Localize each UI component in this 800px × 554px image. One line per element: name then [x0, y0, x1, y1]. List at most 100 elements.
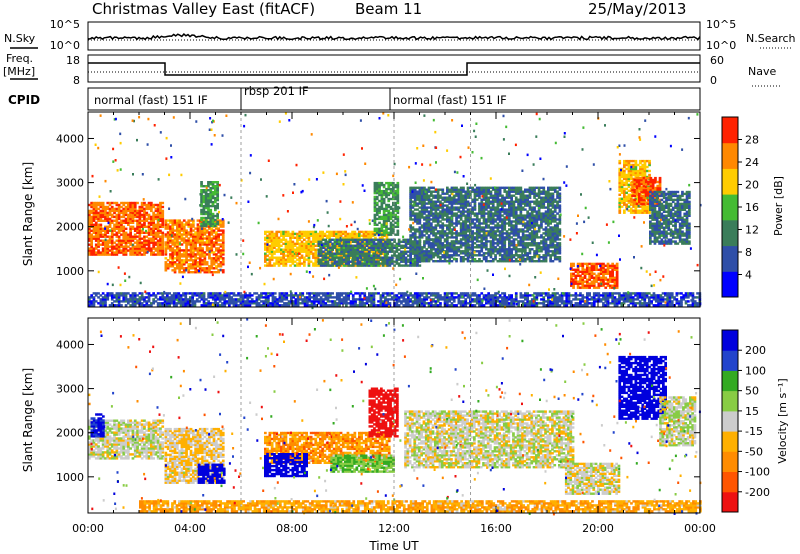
power-echo-cell	[201, 267, 204, 269]
power-echo-cell	[132, 202, 135, 204]
power-echo-cell	[208, 265, 211, 267]
power-echo-cell	[320, 259, 323, 261]
power-echo-cell	[419, 210, 422, 212]
power-echo-cell	[402, 245, 405, 247]
power-echo-cell	[538, 236, 541, 238]
power-echo-cell	[139, 206, 142, 208]
power-echo-cell	[432, 187, 435, 189]
power-echo-cell	[150, 202, 153, 204]
power-echo-cell	[217, 243, 220, 245]
power-echo-cell	[385, 204, 388, 206]
power-echo-cell	[439, 256, 442, 258]
power-echo-cell	[437, 212, 440, 214]
power-echo-cell	[280, 249, 283, 251]
power-echo-cell	[487, 210, 490, 212]
power-echo-cell	[273, 251, 276, 253]
power-echo-cell	[444, 208, 447, 210]
power-echo-cell	[136, 240, 139, 242]
power-echo-cell	[552, 187, 555, 189]
power-echo-cell	[125, 206, 128, 208]
power-echo-cell	[474, 232, 477, 234]
power-echo-cell	[373, 239, 376, 241]
power-echo-cell	[547, 228, 550, 230]
power-echo-cell	[310, 261, 313, 263]
power-echo-cell	[467, 187, 470, 189]
power-echo-cell	[513, 224, 516, 226]
power-echo-cell	[289, 233, 292, 235]
power-echo-cell	[577, 281, 580, 283]
power-echo-cell	[480, 234, 483, 236]
power-echo-cell	[542, 212, 545, 214]
power-echo-cell	[409, 234, 412, 236]
power-echo-cell	[294, 261, 297, 263]
power-echo-cell	[423, 250, 426, 252]
power-echo-cell	[517, 248, 520, 250]
power-echo-cell	[350, 264, 353, 266]
power-echo-cell	[554, 224, 557, 226]
power-echo-cell	[407, 264, 410, 266]
power-echo-cell	[183, 223, 186, 225]
power-echo-cell	[526, 195, 529, 197]
power-echo-cell	[471, 218, 474, 220]
power-echo-cell	[209, 209, 212, 211]
power-echo-cell	[542, 232, 545, 234]
power-echo-cell	[134, 202, 137, 204]
power-echo-cell	[490, 187, 493, 189]
power-echo-cell	[335, 231, 338, 233]
power-echo-cell	[336, 239, 339, 241]
power-echo-cell	[513, 187, 516, 189]
power-echo-cell	[542, 197, 545, 199]
power-echo-cell	[515, 206, 518, 208]
power-echo-cell	[102, 240, 105, 242]
power-echo-cell	[275, 231, 278, 233]
power-echo-cell	[510, 224, 513, 226]
power-echo-cell	[412, 226, 415, 228]
power-echo-cell	[380, 239, 383, 241]
power-echo-cell	[579, 275, 582, 277]
power-echo-cell	[327, 241, 330, 243]
power-echo-cell	[102, 247, 105, 249]
power-echo-cell	[204, 227, 207, 229]
power-echo-cell	[167, 223, 170, 225]
power-echo-cell	[540, 187, 543, 189]
power-echo-cell	[206, 261, 209, 263]
power-echo-cell	[203, 195, 206, 197]
power-echo-cell	[381, 182, 384, 184]
power-echo-cell	[366, 253, 369, 255]
power-echo-cell	[203, 189, 206, 191]
nsky-left-tick-bottom: 10^0	[50, 39, 80, 52]
power-echo-cell	[575, 269, 578, 271]
power-echo-cell	[383, 184, 386, 186]
power-echo-cell	[106, 226, 109, 228]
power-echo-cell	[271, 264, 274, 266]
power-echo-cell	[192, 229, 195, 231]
power-echo-cell	[100, 244, 103, 246]
power-echo-cell	[220, 261, 223, 263]
power-echo-cell	[187, 263, 190, 265]
power-echo-cell	[324, 239, 327, 241]
power-echo-cell	[125, 228, 128, 230]
power-echo-cell	[100, 240, 103, 242]
power-echo-cell	[213, 257, 216, 259]
power-echo-cell	[428, 206, 431, 208]
power-echo-cell	[344, 231, 347, 233]
power-echo-cell	[432, 226, 435, 228]
power-echo-cell	[174, 219, 177, 221]
power-echo-cell	[520, 248, 523, 250]
power-echo-cell	[441, 222, 444, 224]
power-echo-cell	[266, 255, 269, 257]
power-echo-cell	[444, 230, 447, 232]
power-echo-cell	[222, 269, 225, 271]
power-echo-cell	[349, 233, 352, 235]
power-echo-cell	[324, 233, 327, 235]
power-echo-cell	[559, 204, 562, 206]
power-echo-cell	[586, 279, 589, 281]
power-echo-cell	[439, 195, 442, 197]
power-echo-cell	[165, 257, 168, 259]
power-echo-cell	[159, 224, 162, 226]
power-echo-cell	[337, 231, 340, 233]
power-echo-cell	[200, 209, 203, 211]
power-echo-cell	[122, 226, 125, 228]
power-echo-cell	[360, 235, 363, 237]
power-echo-cell	[533, 187, 536, 189]
